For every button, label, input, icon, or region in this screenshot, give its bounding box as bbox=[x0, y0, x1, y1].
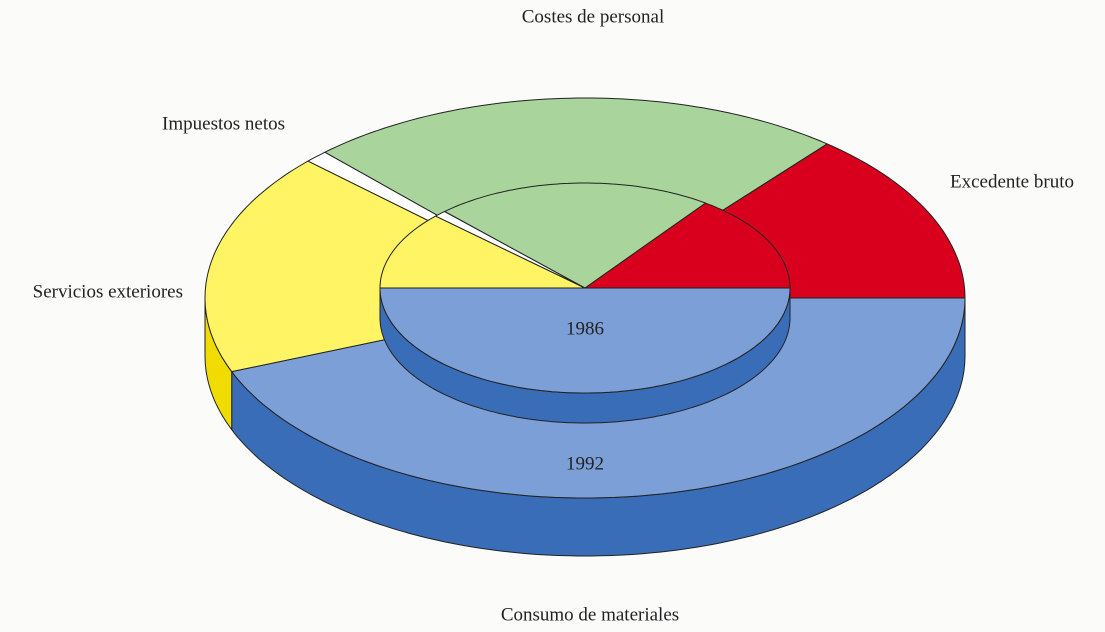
slice bbox=[584, 202, 791, 289]
slice bbox=[379, 215, 586, 289]
slice bbox=[444, 182, 706, 289]
category-label: Impuestos netos bbox=[162, 113, 285, 134]
category-label: Costes de personal bbox=[522, 6, 664, 27]
series-label: 1986 bbox=[566, 318, 604, 339]
category-label: Servicios exteriores bbox=[33, 281, 183, 302]
category-label: Consumo de materiales bbox=[501, 604, 679, 625]
slice bbox=[379, 287, 791, 394]
category-label: Excedente bruto bbox=[950, 171, 1074, 192]
series-label: 1992 bbox=[566, 453, 604, 474]
